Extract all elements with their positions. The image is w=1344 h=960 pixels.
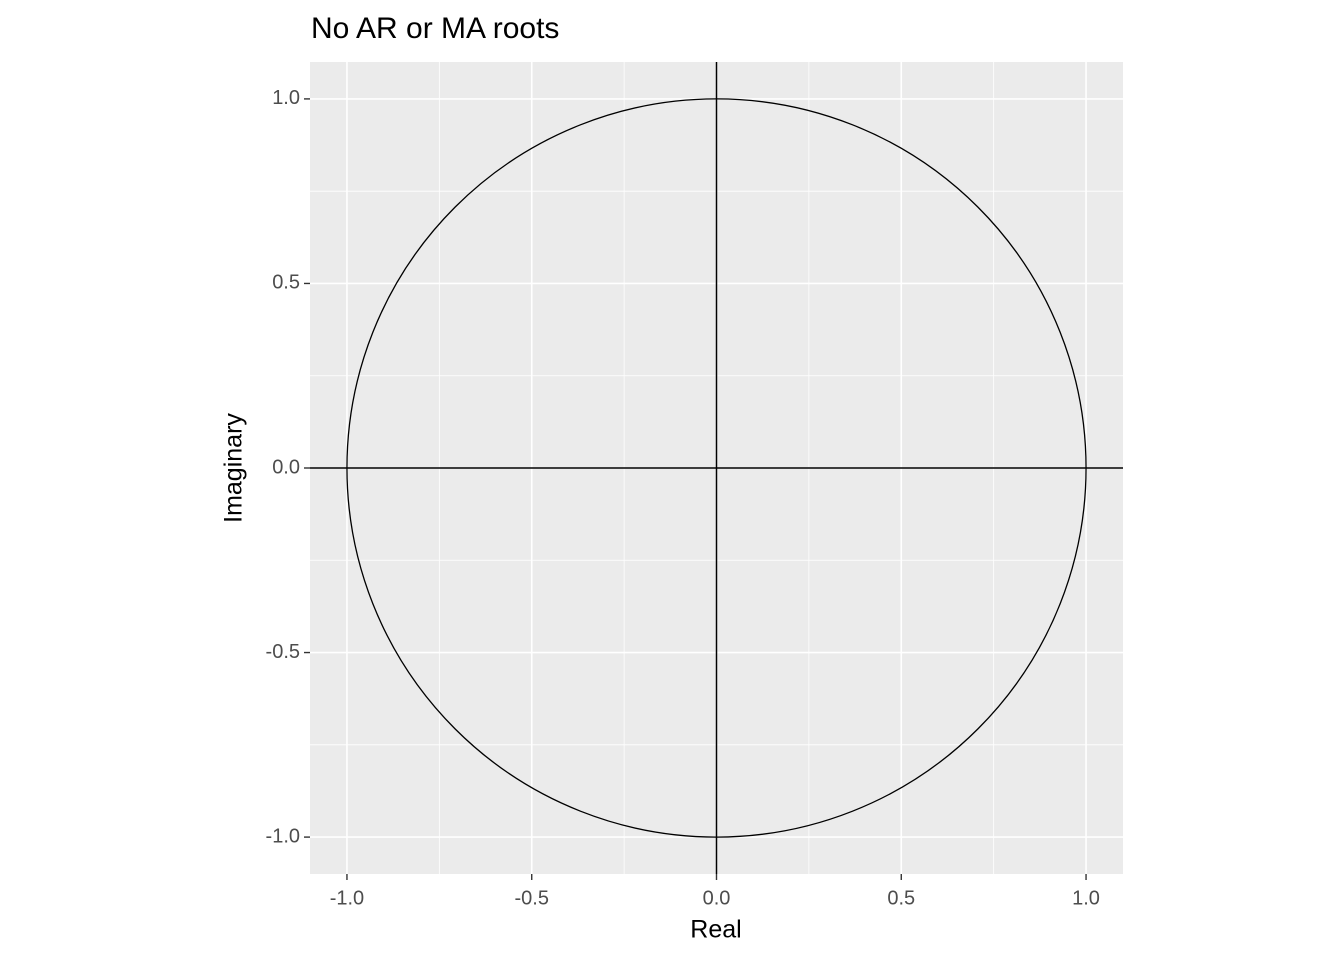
x-axis-label: Real <box>690 916 741 944</box>
y-tick-label: -0.5 <box>266 641 300 663</box>
y-tick-label: 1.0 <box>272 87 300 109</box>
x-tick-label: 0.5 <box>887 887 915 909</box>
chart-title: No AR or MA roots <box>311 12 559 45</box>
y-tick-label: -1.0 <box>266 825 300 847</box>
x-tick-label: -0.5 <box>514 887 548 909</box>
x-tick-label: -1.0 <box>330 887 364 909</box>
y-tick-label: 0.5 <box>272 272 300 294</box>
unit-circle <box>346 98 1087 838</box>
x-tick-label: 0.0 <box>703 887 731 909</box>
x-tick-label: 1.0 <box>1072 887 1100 909</box>
y-axis-label: Imaginary <box>220 413 248 523</box>
y-tick-label: 0.0 <box>272 456 300 478</box>
